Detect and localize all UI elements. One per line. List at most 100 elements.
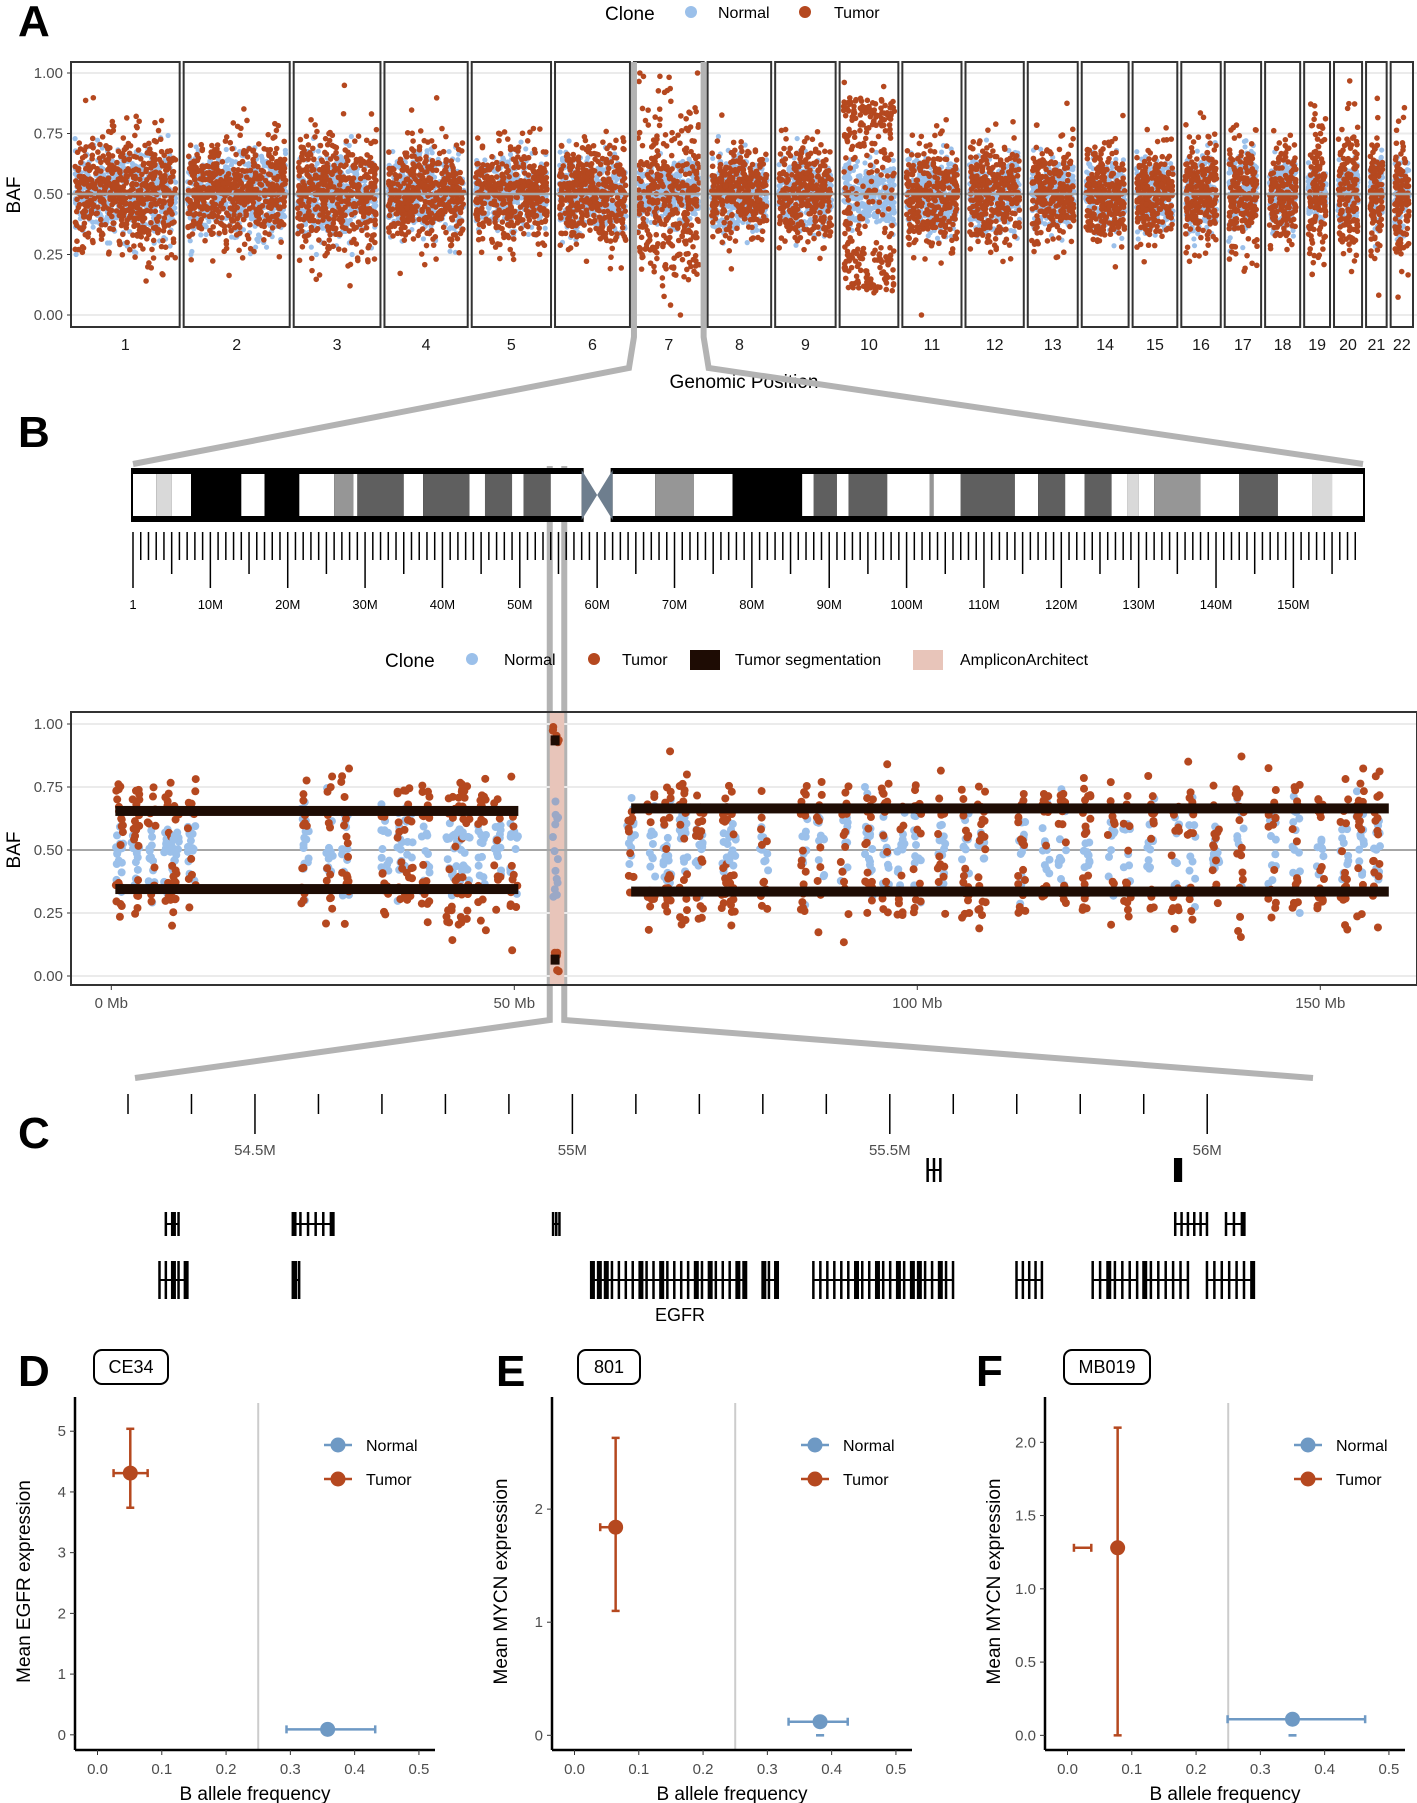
legend-tumor-marker <box>799 6 811 18</box>
y-tick-label: 0.75 <box>34 126 63 143</box>
tumor-point <box>151 161 158 167</box>
tumor-point <box>210 224 217 230</box>
tumor-point <box>499 201 506 207</box>
tumor-point <box>423 242 430 249</box>
tumor-point <box>167 229 173 236</box>
tumor-point <box>231 185 238 191</box>
tumor-point <box>457 169 463 176</box>
tumor-point <box>352 138 358 144</box>
normal-point <box>429 150 435 156</box>
tumor-point <box>515 144 522 151</box>
tumor-point <box>338 209 345 216</box>
tumor-point <box>363 207 370 214</box>
tumor-point <box>237 173 244 179</box>
tumor-point <box>310 145 316 152</box>
tumor-point <box>341 82 348 89</box>
tumor-point <box>537 198 543 205</box>
normal-point <box>308 244 314 250</box>
y-tick-label: 0.00 <box>34 307 63 324</box>
tumor-point <box>474 135 481 141</box>
tumor-point <box>123 115 130 121</box>
tumor-point <box>94 210 101 217</box>
tumor-point <box>256 141 262 147</box>
tumor-point <box>447 179 454 186</box>
tumor-point <box>357 157 363 163</box>
normal-point <box>345 168 351 175</box>
tumor-point <box>250 163 257 169</box>
tumor-point <box>296 223 303 230</box>
tumor-point <box>262 187 268 194</box>
panel-label-d: D <box>18 1347 50 1396</box>
tumor-point <box>497 186 504 192</box>
tumor-point <box>123 225 130 231</box>
tumor-point <box>78 159 84 166</box>
tumor-point <box>249 195 256 202</box>
tumor-point <box>152 208 159 215</box>
tumor-point <box>104 145 111 152</box>
tumor-point <box>496 180 502 187</box>
tumor-point <box>236 160 243 167</box>
tumor-point <box>296 257 303 264</box>
tumor-point <box>189 231 196 237</box>
tumor-point <box>77 146 84 152</box>
tumor-point <box>194 151 200 158</box>
tumor-point <box>105 166 112 172</box>
tumor-point <box>163 210 170 216</box>
tumor-point <box>337 214 343 221</box>
tumor-point <box>152 225 158 232</box>
tumor-point <box>223 238 230 244</box>
tumor-point <box>148 195 154 202</box>
tumor-point <box>110 123 117 129</box>
tumor-point <box>153 216 160 222</box>
tumor-point <box>326 130 332 137</box>
tumor-point <box>272 219 278 225</box>
tumor-point <box>75 246 82 253</box>
tumor-point <box>396 173 403 179</box>
tumor-point <box>510 229 517 236</box>
tumor-point <box>395 181 401 188</box>
tumor-point <box>410 138 416 144</box>
tumor-point <box>280 176 286 182</box>
tumor-point <box>331 184 337 190</box>
tumor-point <box>324 250 330 256</box>
tumor-point <box>110 226 117 233</box>
tumor-point <box>159 199 166 206</box>
tumor-point <box>298 200 304 206</box>
tumor-point <box>493 202 500 208</box>
tumor-point <box>272 213 278 220</box>
tumor-point <box>172 186 179 192</box>
tumor-point <box>527 129 533 135</box>
tumor-point <box>75 204 82 211</box>
tumor-point <box>504 136 511 142</box>
tumor-point <box>145 160 152 167</box>
tumor-point <box>152 119 158 126</box>
tumor-point <box>489 153 495 160</box>
tumor-point <box>532 220 538 226</box>
tumor-point <box>187 203 194 210</box>
tumor-point <box>499 219 506 225</box>
tumor-point <box>365 244 372 251</box>
tumor-point <box>237 132 243 139</box>
tumor-point <box>421 261 428 268</box>
tumor-point <box>306 173 312 180</box>
tumor-point <box>479 144 486 151</box>
y-tick-label: 0.50 <box>34 186 63 203</box>
tumor-point <box>158 243 165 250</box>
normal-point <box>507 151 514 158</box>
tumor-point <box>525 213 532 220</box>
tumor-point <box>303 133 310 140</box>
tumor-point <box>449 162 455 169</box>
tumor-point <box>320 217 326 223</box>
tumor-point <box>140 246 146 252</box>
tumor-point <box>433 95 440 101</box>
tumor-point <box>413 203 419 210</box>
tumor-point <box>392 187 399 193</box>
tumor-point <box>252 175 258 181</box>
tumor-point <box>148 219 154 226</box>
tumor-point <box>387 196 394 203</box>
tumor-point <box>244 168 250 174</box>
tumor-point <box>355 257 361 264</box>
legend-title: Clone <box>605 4 655 25</box>
tumor-point <box>223 210 230 216</box>
tumor-point <box>540 177 546 184</box>
